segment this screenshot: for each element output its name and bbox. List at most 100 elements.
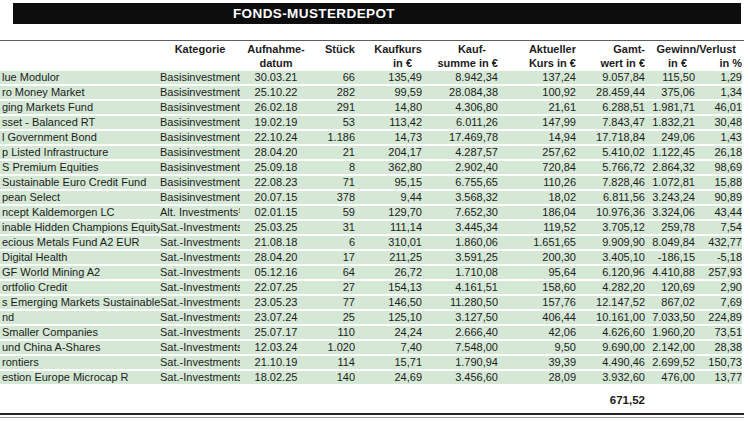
fund-buy-sum: 3.568,32	[422, 191, 498, 204]
fund-buy-price: 154,13	[355, 281, 422, 294]
table-row: GF World Mining A2 Sat.-Investments² 05.…	[0, 266, 742, 279]
fund-gain-eur: 115,50	[645, 71, 695, 84]
col-header-kaufsumme: Kauf-	[422, 43, 498, 55]
col-header-name-2	[0, 57, 160, 69]
fund-buy-sum: 4.306,80	[422, 101, 498, 114]
fund-buy-sum: 1.860,06	[422, 236, 498, 249]
fund-category: Basisinvestment	[160, 191, 240, 204]
table-row: Smaller Companies Sat.-Investments² 25.0…	[0, 326, 742, 339]
fund-total-value: 4.626,60	[576, 326, 645, 339]
fund-buy-price: 14,80	[355, 101, 422, 114]
fund-gain-pct: 1,34	[695, 86, 742, 99]
fund-current-price: 147,99	[498, 116, 576, 129]
fund-category: Sat.-Investments²	[160, 341, 240, 354]
fund-gain-eur: 7.033,50	[645, 311, 695, 324]
fund-name: Sustainable Euro Credit Fund	[0, 176, 160, 189]
fund-shares: 77	[312, 296, 355, 309]
total-row-spacer-2	[645, 386, 695, 409]
fund-date: 26.02.18	[240, 101, 312, 114]
fund-gain-eur: 2.864,32	[645, 161, 695, 174]
portfolio-table-wrap: Kategorie Aufnahme- Stück Kaufkurs Kauf-…	[0, 40, 744, 411]
fund-gain-pct: 73,51	[695, 326, 742, 339]
table-row: ncept Kaldemorgen LC Alt. Investments¹ 0…	[0, 206, 742, 219]
fund-date: 22.07.25	[240, 281, 312, 294]
fund-total-value: 28.459,44	[576, 86, 645, 99]
fund-buy-price: 26,72	[355, 266, 422, 279]
fund-current-price: 100,92	[498, 86, 576, 99]
fund-shares: 282	[312, 86, 355, 99]
total-row: 671,52	[0, 386, 742, 409]
fund-current-price: 257,62	[498, 146, 576, 159]
total-value: 671,52	[576, 386, 645, 409]
fund-gain-eur: 1.122,45	[645, 146, 695, 159]
fund-gain-eur: 3.243,24	[645, 191, 695, 204]
fund-buy-price: 14,73	[355, 131, 422, 144]
fund-current-price: 406,44	[498, 311, 576, 324]
fund-gain-pct: 7,54	[695, 221, 742, 234]
fund-total-value: 10.976,36	[576, 206, 645, 219]
fund-buy-sum: 3.445,34	[422, 221, 498, 234]
fund-category: Sat.-Investments²	[160, 221, 240, 234]
fund-name: p Listed Infrastructure	[0, 146, 160, 159]
fund-buy-price: 204,17	[355, 146, 422, 159]
fund-date: 12.03.24	[240, 341, 312, 354]
fund-shares: 25	[312, 311, 355, 324]
fund-buy-sum: 3.456,60	[422, 371, 498, 384]
fund-gain-pct: 26,18	[695, 146, 742, 159]
fund-gain-pct: -5,18	[695, 251, 742, 264]
fund-category: Sat.-Investments²	[160, 311, 240, 324]
fund-current-price: 137,24	[498, 71, 576, 84]
fund-current-price: 119,52	[498, 221, 576, 234]
col-header-aktueller-kurs-2: Kurs in €	[498, 57, 576, 69]
fund-total-value: 7.843,47	[576, 116, 645, 129]
fund-date: 25.07.17	[240, 326, 312, 339]
col-header-gewinn-pct: in %	[695, 57, 742, 69]
fund-current-price: 42,06	[498, 326, 576, 339]
fund-gain-pct: 432,77	[695, 236, 742, 249]
fund-shares: 27	[312, 281, 355, 294]
fund-total-value: 5.766,72	[576, 161, 645, 174]
table-row: p Listed Infrastructure Basisinvestment …	[0, 146, 742, 159]
fund-gain-pct: 90,89	[695, 191, 742, 204]
fund-total-value: 5.410,02	[576, 146, 645, 159]
table-row: inable Hidden Champions Equity Sat.-Inve…	[0, 221, 742, 234]
fund-name: inable Hidden Champions Equity	[0, 221, 160, 234]
fund-current-price: 720,84	[498, 161, 576, 174]
fund-buy-sum: 11.280,50	[422, 296, 498, 309]
fund-name: sset - Balanced RT	[0, 116, 160, 129]
fund-buy-price: 211,25	[355, 251, 422, 264]
fund-gain-eur: 1.832,21	[645, 116, 695, 129]
fund-gain-eur: 1.981,71	[645, 101, 695, 114]
fund-total-value: 12.147,52	[576, 296, 645, 309]
fund-buy-sum: 2.666,40	[422, 326, 498, 339]
fund-name: estion Europe Microcap R	[0, 371, 160, 384]
fund-category: Sat.-Investments²	[160, 266, 240, 279]
col-header-kaufkurs: Kaufkurs	[355, 43, 422, 55]
fund-buy-sum: 8.942,34	[422, 71, 498, 84]
table-row: ro Money Market Basisinvestment 25.10.22…	[0, 86, 742, 99]
col-header-name	[0, 43, 160, 55]
fund-buy-sum: 6.011,26	[422, 116, 498, 129]
fund-name: ecious Metals Fund A2 EUR	[0, 236, 160, 249]
col-header-kaufsumme-2: summe in €	[422, 57, 498, 69]
fund-total-value: 9.909,90	[576, 236, 645, 249]
col-header-stueck-2	[312, 57, 355, 69]
fund-gain-eur: 1.960,20	[645, 326, 695, 339]
fund-category: Basisinvestment	[160, 146, 240, 159]
fund-date: 28.04.20	[240, 251, 312, 264]
fund-buy-price: 125,10	[355, 311, 422, 324]
fund-gain-eur: 2.142,00	[645, 341, 695, 354]
fund-current-price: 18,02	[498, 191, 576, 204]
fund-total-value: 4.490,46	[576, 356, 645, 369]
fund-gain-eur: 120,69	[645, 281, 695, 294]
fund-current-price: 186,04	[498, 206, 576, 219]
table-row: pean Select Basisinvestment 20.07.15 378…	[0, 191, 742, 204]
table-footer: 671,52	[0, 386, 742, 409]
fund-total-value: 9.690,00	[576, 341, 645, 354]
fund-current-price: 9,50	[498, 341, 576, 354]
fund-date: 28.04.20	[240, 146, 312, 159]
table-row: estion Europe Microcap R Sat.-Investment…	[0, 371, 742, 384]
fund-category: Basisinvestment	[160, 131, 240, 144]
fund-buy-sum: 1.790,94	[422, 356, 498, 369]
col-header-gewinn-eur: in €	[645, 57, 695, 69]
